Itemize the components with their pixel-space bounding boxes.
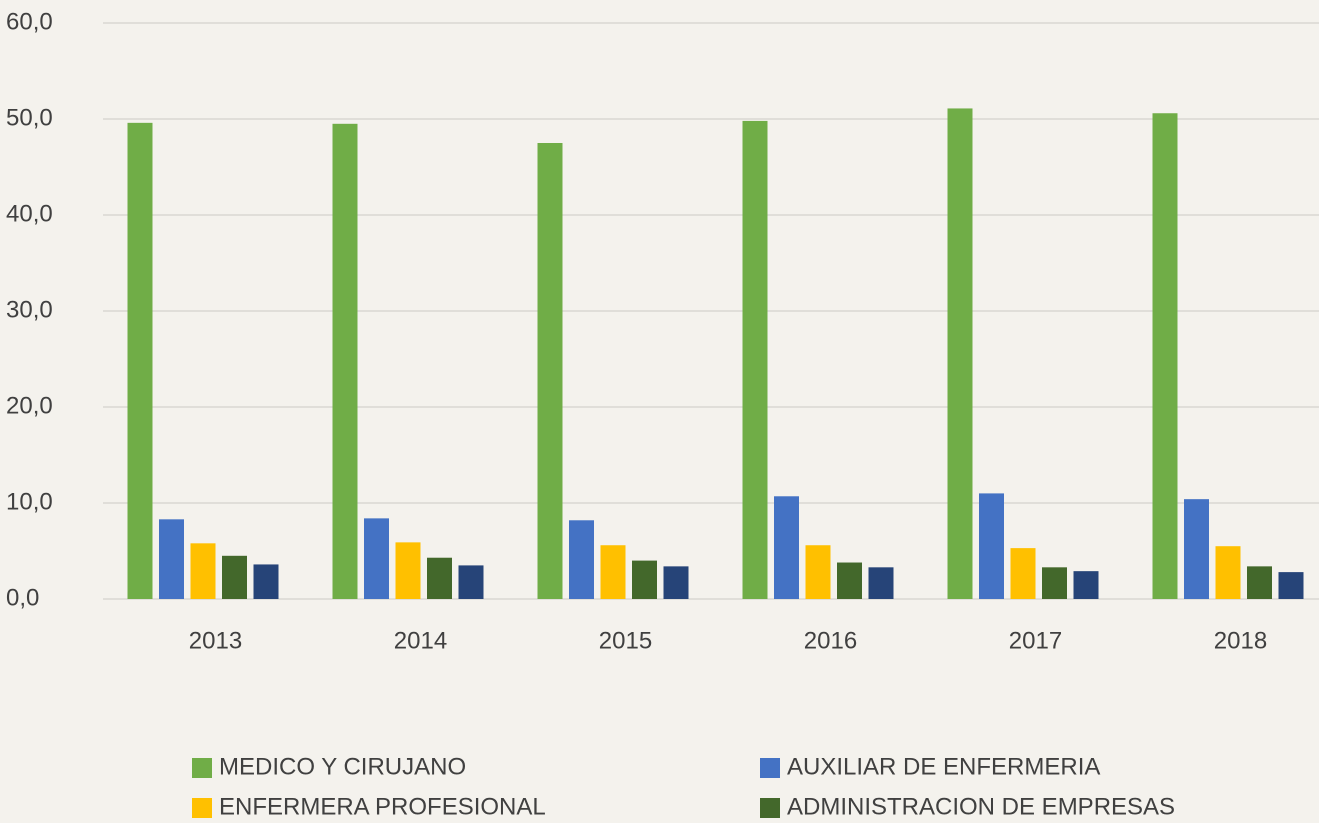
bar bbox=[1184, 499, 1209, 599]
bar bbox=[947, 108, 973, 599]
bar bbox=[774, 496, 799, 599]
legend-swatch bbox=[192, 758, 212, 778]
x-tick-label: 2017 bbox=[1009, 627, 1062, 654]
bar bbox=[742, 120, 768, 600]
x-tick-label: 2013 bbox=[189, 627, 242, 654]
bar bbox=[1073, 571, 1099, 599]
bar bbox=[253, 564, 279, 599]
x-tick-label: 2015 bbox=[599, 627, 652, 654]
x-tick-label: 2014 bbox=[394, 627, 447, 654]
legend-label: AUXILIAR DE ENFERMERIA bbox=[787, 753, 1100, 780]
legend-label: ADMINISTRACION DE EMPRESAS bbox=[787, 793, 1175, 820]
legend-label: MEDICO Y CIRUJANO bbox=[219, 753, 466, 780]
y-tick-label: 40,0 bbox=[6, 200, 53, 227]
bar bbox=[600, 545, 626, 599]
bar bbox=[222, 555, 247, 599]
bar bbox=[837, 562, 862, 599]
bar bbox=[632, 560, 657, 599]
legend-label: ENFERMERA PROFESIONAL bbox=[219, 793, 546, 820]
x-tick-label: 2018 bbox=[1214, 627, 1267, 654]
y-tick-label: 0,0 bbox=[6, 584, 39, 611]
bar bbox=[537, 143, 563, 599]
x-tick-label: 2016 bbox=[804, 627, 857, 654]
y-tick-label: 30,0 bbox=[6, 296, 53, 323]
bar bbox=[1278, 572, 1304, 599]
bar bbox=[458, 565, 484, 599]
bar bbox=[395, 542, 421, 599]
y-tick-label: 10,0 bbox=[6, 488, 53, 515]
bar bbox=[427, 557, 452, 599]
bar bbox=[127, 122, 153, 599]
bar bbox=[663, 566, 689, 599]
y-tick-label: 50,0 bbox=[6, 104, 53, 131]
bar bbox=[1247, 566, 1272, 599]
bar bbox=[1152, 113, 1178, 600]
y-tick-label: 20,0 bbox=[6, 392, 53, 419]
bar bbox=[364, 518, 389, 599]
bar bbox=[190, 543, 216, 599]
bar bbox=[1215, 546, 1241, 599]
bar bbox=[979, 493, 1004, 599]
legend-swatch bbox=[760, 758, 780, 778]
bar bbox=[805, 545, 831, 599]
bar bbox=[569, 520, 594, 599]
y-tick-label: 60,0 bbox=[6, 8, 53, 35]
bar bbox=[1010, 548, 1036, 599]
bar bbox=[1042, 567, 1067, 599]
legend-swatch bbox=[192, 798, 212, 818]
legend-swatch bbox=[760, 798, 780, 818]
bar bbox=[159, 519, 184, 599]
bar bbox=[332, 123, 358, 600]
bar bbox=[868, 567, 894, 599]
